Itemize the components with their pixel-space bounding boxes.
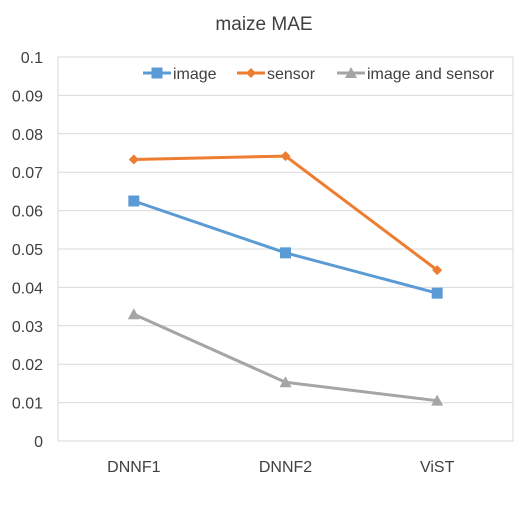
series-image	[128, 195, 443, 299]
x-tick-label: DNNF2	[259, 459, 312, 476]
y-tick-label: 0.03	[12, 319, 43, 336]
y-tick-label: 0.1	[21, 50, 43, 67]
legend: image sensor image and sensor	[143, 66, 495, 83]
series-line-image-and-sensor	[132, 312, 439, 403]
data-point-sensor	[432, 265, 443, 276]
plot-area	[57, 56, 514, 442]
y-tick-label: 0.04	[12, 280, 43, 297]
data-point-image	[128, 195, 140, 207]
y-tick-label: 0.05	[12, 242, 43, 259]
chart-title: maize MAE	[215, 14, 312, 35]
series-lines	[127, 151, 444, 406]
y-tick-label: 0.07	[12, 165, 43, 182]
y-tick-label: 0	[34, 434, 43, 451]
legend-label: image and sensor	[367, 66, 495, 83]
data-point-sensor	[280, 151, 291, 162]
y-tick-label: 0.08	[12, 127, 43, 144]
y-tick-label: 0.06	[12, 204, 43, 221]
legend-label: sensor	[267, 66, 316, 83]
data-point-image-and-sensor	[279, 376, 292, 388]
series-sensor	[128, 151, 443, 276]
legend-label: image	[173, 66, 217, 83]
y-tick-label: 0.01	[12, 396, 43, 413]
legend-item-image: image	[143, 66, 217, 83]
legend-item-image-and-sensor: image and sensor	[337, 66, 495, 83]
legend-marker	[151, 67, 163, 79]
y-tick-label: 0.09	[12, 88, 43, 105]
x-axis-tick-labels: DNNF1 DNNF2 ViST	[107, 459, 454, 476]
data-point-image-and-sensor	[431, 394, 444, 406]
series-image-and-sensor	[127, 308, 444, 406]
data-point-sensor	[128, 154, 139, 165]
x-tick-label: DNNF1	[107, 459, 160, 476]
data-point-image-and-sensor	[127, 308, 140, 320]
data-point-image	[280, 247, 291, 259]
y-axis-tick-labels: 0 0.01 0.02 0.03 0.04 0.05 0.06 0.07 0.08 0.09 0.1	[12, 50, 43, 451]
data-point-image	[431, 287, 443, 299]
y-tick-label: 0.02	[12, 357, 43, 374]
x-tick-label: ViST	[420, 459, 455, 476]
legend-item-sensor: sensor	[237, 66, 316, 83]
legend-marker	[246, 68, 256, 78]
legend-marker	[345, 67, 357, 78]
series-line-image	[132, 199, 439, 295]
